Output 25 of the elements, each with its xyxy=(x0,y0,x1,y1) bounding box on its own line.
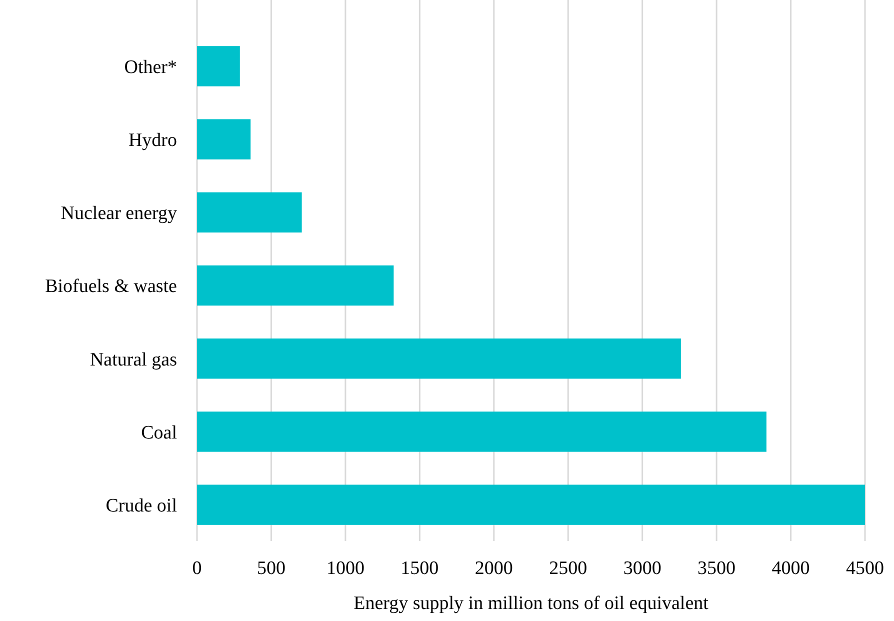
bar xyxy=(197,192,302,232)
y-tick-label: Hydro xyxy=(128,130,177,151)
bar xyxy=(197,338,681,379)
y-tick-label: Biofuels & waste xyxy=(45,276,177,298)
bar xyxy=(197,412,766,452)
x-tick-label: 2500 xyxy=(549,558,588,579)
x-tick-label: 1500 xyxy=(400,558,439,579)
x-tick-label: 0 xyxy=(192,558,202,579)
bar xyxy=(197,265,394,306)
x-axis-title: Energy supply in million tons of oil equivalent xyxy=(354,593,710,614)
x-tick-label: 3000 xyxy=(623,558,662,579)
x-tick-label: 2000 xyxy=(474,558,513,579)
y-tick-label: Crude oil xyxy=(106,495,177,516)
x-tick-label: 1000 xyxy=(326,558,364,579)
y-tick-label: Coal xyxy=(141,422,177,444)
x-tick-label: 4500 xyxy=(846,558,884,579)
y-tick-label: Natural gas xyxy=(90,349,177,370)
x-tick-label: 4000 xyxy=(772,558,810,579)
bar xyxy=(197,119,251,160)
x-tick-label: 3500 xyxy=(698,558,736,579)
bar xyxy=(197,46,240,86)
bar xyxy=(197,484,865,525)
y-tick-label: Other* xyxy=(124,56,177,78)
x-tick-label: 500 xyxy=(256,558,286,579)
y-tick-label: Nuclear energy xyxy=(60,203,178,224)
